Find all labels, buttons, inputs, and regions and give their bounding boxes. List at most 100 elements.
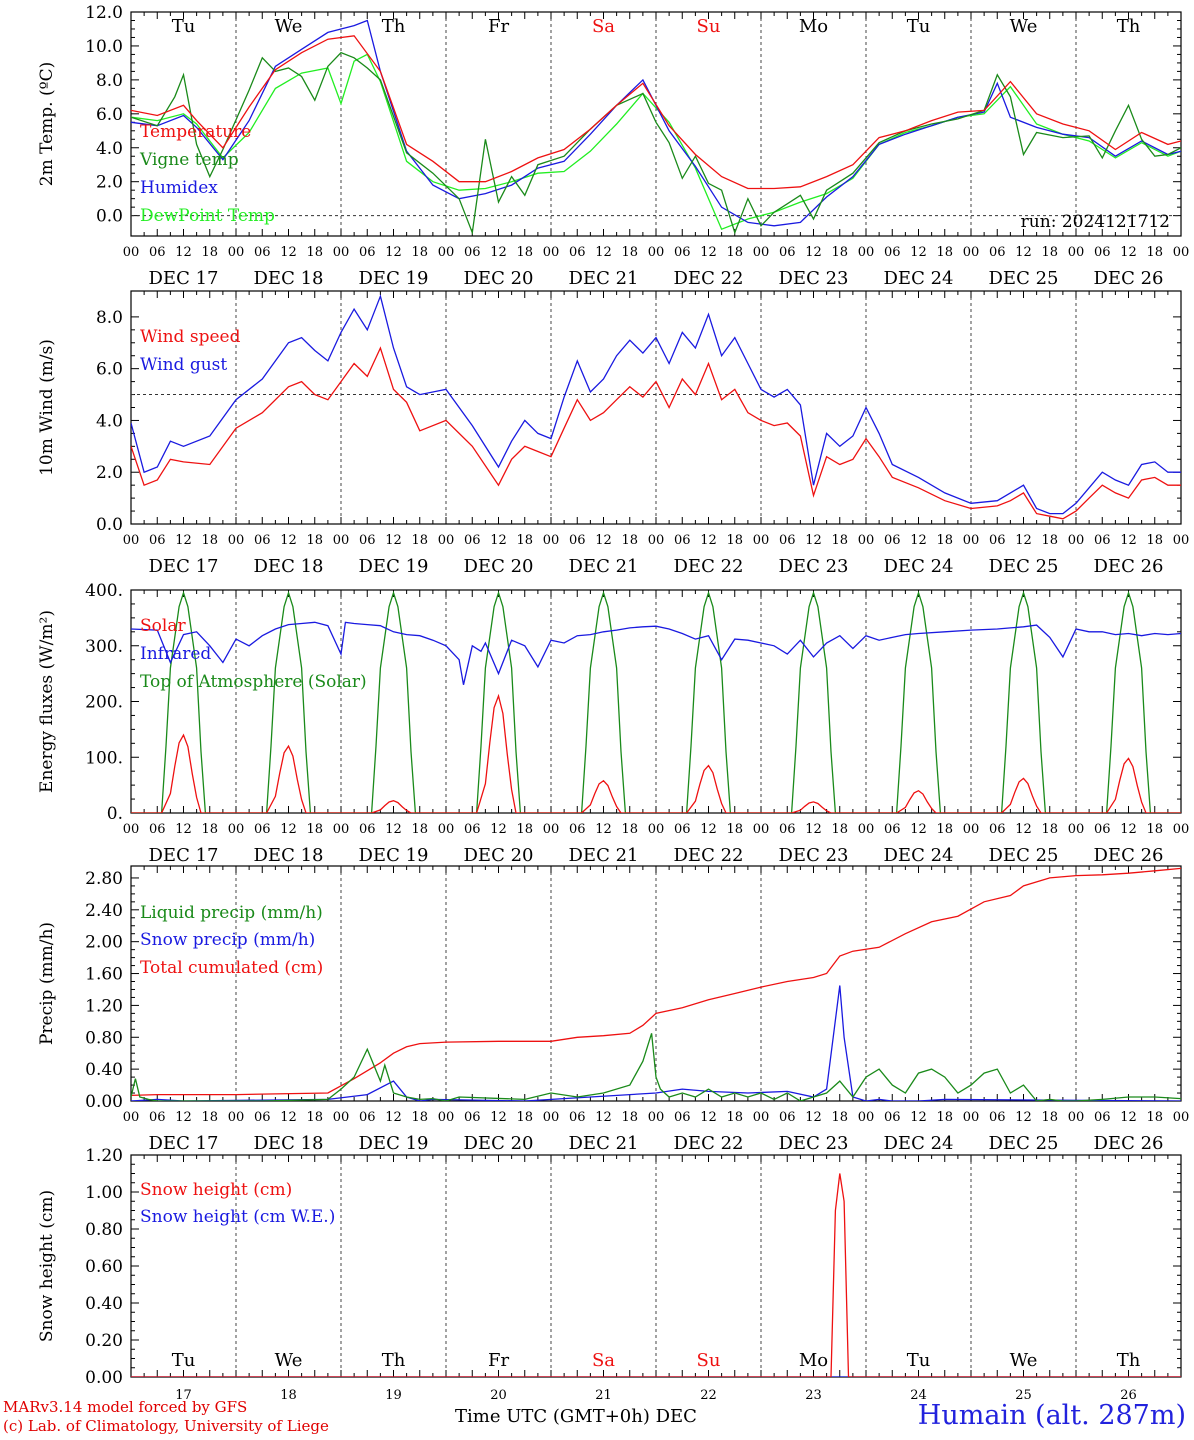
hour-label: 12 <box>490 245 507 260</box>
hour-label: 00 <box>1068 245 1085 260</box>
legend-entry: Snow height (cm) <box>140 1180 292 1200</box>
y-tick-label: 12.0 <box>85 3 123 23</box>
date-label: DEC 26 <box>1094 1133 1164 1154</box>
hour-label: 12 <box>280 533 297 548</box>
date-label: DEC 24 <box>884 556 954 577</box>
y-tick-label: 1.60 <box>85 965 123 985</box>
hour-label: 00 <box>228 1110 245 1125</box>
date-label: DEC 25 <box>989 556 1059 577</box>
hour-label: 18 <box>831 533 848 548</box>
hour-label: 18 <box>621 533 638 548</box>
panel-precip: 2.80 2.40 2.00 1.60 1.20 0.80 0.40 0.00 Precip (… <box>37 865 1189 1154</box>
date-label: DEC 17 <box>149 556 219 577</box>
hour-label: 12 <box>595 822 612 837</box>
hour-label: 00 <box>333 822 350 837</box>
panel-wind: 8.0 6.0 4.0 2.0 0.0 10m Wind (m/s) Wind speed W… <box>37 290 1189 577</box>
date-label: DEC 18 <box>254 1133 324 1154</box>
hour-label: 00 <box>753 533 770 548</box>
hour-label: 00 <box>333 533 350 548</box>
series-line-wind-1 <box>131 294 1181 515</box>
hour-label: 18 <box>621 1110 638 1125</box>
date-label: DEC 21 <box>569 845 639 866</box>
hour-label: 06 <box>149 822 166 837</box>
hour-label: 00 <box>648 245 665 260</box>
hour-label: 12 <box>595 1110 612 1125</box>
hour-label: 18 <box>516 822 533 837</box>
panel-energy: 400. 300. 200. 100. 0. Energy fluxes (W/m²) So… <box>37 581 1189 866</box>
hour-label: 12 <box>1015 533 1032 548</box>
hour-label: 06 <box>989 822 1006 837</box>
hour-label: 00 <box>438 245 455 260</box>
y-tick-label: 0.40 <box>85 1294 123 1314</box>
day-number: 22 <box>700 1388 717 1403</box>
date-label: DEC 26 <box>1094 556 1164 577</box>
date-label: DEC 17 <box>149 845 219 866</box>
date-label: DEC 21 <box>569 556 639 577</box>
hour-label: 18 <box>726 533 743 548</box>
hour-label: 12 <box>175 533 192 548</box>
day-number: 25 <box>1015 1388 1032 1403</box>
y-tick-label: 0.80 <box>85 1220 123 1240</box>
hour-label: 06 <box>359 245 376 260</box>
day-number: 20 <box>490 1388 507 1403</box>
date-label: DEC 24 <box>884 845 954 866</box>
hour-label: 00 <box>963 822 980 837</box>
hour-label: 06 <box>464 245 481 260</box>
hour-label: 12 <box>385 1110 402 1125</box>
hour-label: 00 <box>858 822 875 837</box>
hour-label: 00 <box>1068 533 1085 548</box>
day-name: Mo <box>799 1350 828 1371</box>
y-axis-label: Precip (mm/h) <box>37 922 57 1045</box>
hour-label: 12 <box>490 1110 507 1125</box>
day-name: Sa <box>592 1350 615 1371</box>
day-number: 24 <box>910 1388 927 1403</box>
date-label: DEC 19 <box>359 1133 429 1154</box>
y-tick-label: 0.40 <box>85 1060 123 1080</box>
hour-label: 00 <box>543 1110 560 1125</box>
legend-entry: Snow height (cm W.E.) <box>140 1207 335 1227</box>
legend-entry: Solar <box>140 616 186 636</box>
legend-entry: Humidex <box>140 178 218 198</box>
hour-label: 18 <box>936 822 953 837</box>
series-line-energy-0 <box>131 693 1181 813</box>
series-line-temp-0 <box>131 35 1181 190</box>
y-tick-label: 0.00 <box>85 1092 123 1112</box>
hour-label: 18 <box>516 533 533 548</box>
day-name: We <box>1010 1350 1038 1371</box>
hour-label: 12 <box>910 1110 927 1125</box>
y-tick-label: 0. <box>107 804 123 824</box>
date-label: DEC 17 <box>149 1133 219 1154</box>
hour-label: 18 <box>1146 533 1163 548</box>
day-name: Mo <box>799 16 828 37</box>
y-tick-label: 2.80 <box>85 869 123 889</box>
hour-label: 06 <box>1094 1110 1111 1125</box>
hour-label: 18 <box>411 245 428 260</box>
footer-credits: MARv3.14 model forced by GFS (c) Lab. of… <box>3 1398 329 1436</box>
series-line-energy-1 <box>131 621 1181 685</box>
y-tick-label: 0.80 <box>85 1028 123 1048</box>
hour-label: 00 <box>648 1110 665 1125</box>
day-number: 23 <box>805 1388 822 1403</box>
day-number: 21 <box>595 1388 612 1403</box>
hour-label: 00 <box>858 1110 875 1125</box>
y-tick-label: 1.20 <box>85 996 123 1016</box>
hour-label: 06 <box>569 822 586 837</box>
hour-label: 06 <box>674 822 691 837</box>
series-line-energy-2 <box>131 590 1181 813</box>
hour-label: 18 <box>411 533 428 548</box>
y-tick-label: 1.20 <box>85 1146 123 1166</box>
hour-label: 06 <box>674 1110 691 1125</box>
plot-frame <box>130 589 1182 814</box>
day-name: Fr <box>488 16 509 37</box>
legend-entry: Total cumulated (cm) <box>140 958 323 978</box>
hour-label: 00 <box>333 1110 350 1125</box>
hour-label: 12 <box>805 1110 822 1125</box>
hour-label: 18 <box>516 1110 533 1125</box>
day-name: Th <box>1117 16 1141 37</box>
hour-label: 06 <box>779 533 796 548</box>
run-annotation: run: 2024121712 <box>1021 212 1170 232</box>
plot-frame <box>130 11 1182 237</box>
hour-label: 00 <box>228 245 245 260</box>
hour-label: 06 <box>464 822 481 837</box>
